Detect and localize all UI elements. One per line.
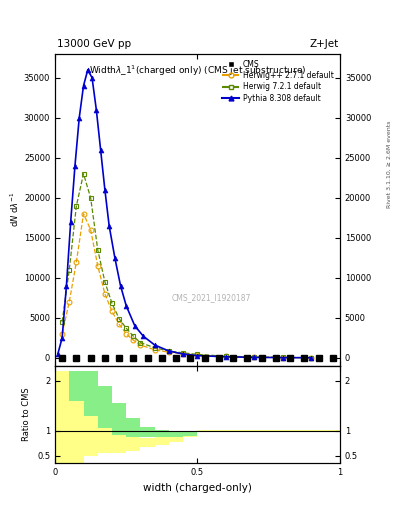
Y-axis label: $\mathrm{d}N$ $\mathrm{d}\lambda^{-1}$: $\mathrm{d}N$ $\mathrm{d}\lambda^{-1}$	[9, 192, 21, 227]
X-axis label: width (charged-only): width (charged-only)	[143, 483, 252, 493]
Legend: CMS, Herwig++ 2.7.1 default, Herwig 7.2.1 default, Pythia 8.308 default: CMS, Herwig++ 2.7.1 default, Herwig 7.2.…	[220, 57, 336, 105]
Y-axis label: Ratio to CMS: Ratio to CMS	[22, 388, 31, 441]
Text: Rivet 3.1.10, ≥ 2.6M events: Rivet 3.1.10, ≥ 2.6M events	[387, 120, 392, 207]
Text: Z+Jet: Z+Jet	[310, 38, 339, 49]
Text: CMS_2021_I1920187: CMS_2021_I1920187	[172, 293, 252, 302]
Text: 13000 GeV pp: 13000 GeV pp	[57, 38, 131, 49]
Text: Width$\lambda\_1^1$(charged only) (CMS jet substructure): Width$\lambda\_1^1$(charged only) (CMS j…	[89, 63, 306, 77]
